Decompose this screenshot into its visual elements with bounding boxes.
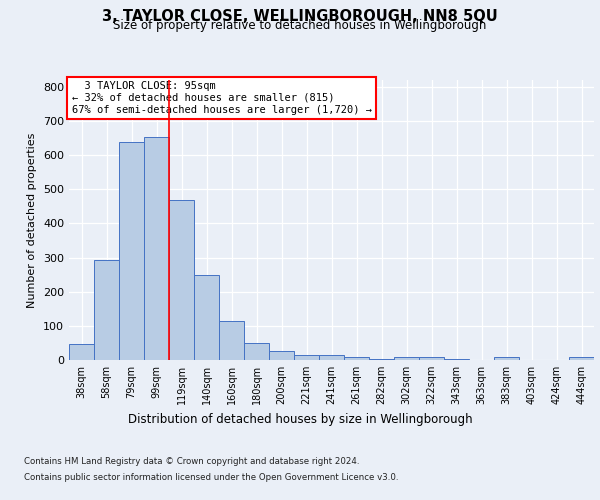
Text: Contains HM Land Registry data © Crown copyright and database right 2024.: Contains HM Land Registry data © Crown c… [24,458,359,466]
Bar [369,358,394,360]
Text: Size of property relative to detached houses in Wellingborough: Size of property relative to detached ho… [113,19,487,32]
Bar [494,358,519,360]
Bar [194,274,219,360]
Bar [294,355,319,360]
Bar [244,343,269,360]
Text: Distribution of detached houses by size in Wellingborough: Distribution of detached houses by size … [128,412,472,426]
Y-axis label: Number of detached properties: Number of detached properties [28,132,37,308]
Bar [169,200,194,360]
Bar [94,260,119,360]
Text: 3 TAYLOR CLOSE: 95sqm  
← 32% of detached houses are smaller (815)
67% of semi-d: 3 TAYLOR CLOSE: 95sqm ← 32% of detached … [71,82,371,114]
Bar [144,138,169,360]
Bar [344,358,369,360]
Bar [69,344,94,360]
Bar [219,322,244,360]
Bar [419,358,444,360]
Bar [569,358,594,360]
Bar [319,355,344,360]
Bar [394,358,419,360]
Bar [119,142,144,360]
Bar [444,358,469,360]
Text: Contains public sector information licensed under the Open Government Licence v3: Contains public sector information licen… [24,472,398,482]
Bar [269,351,294,360]
Text: 3, TAYLOR CLOSE, WELLINGBOROUGH, NN8 5QU: 3, TAYLOR CLOSE, WELLINGBOROUGH, NN8 5QU [102,9,498,24]
